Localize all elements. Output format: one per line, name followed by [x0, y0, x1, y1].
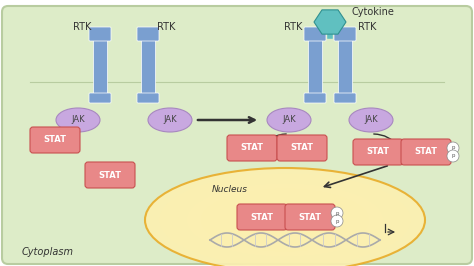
Text: STAT: STAT	[414, 148, 438, 156]
Text: RTK: RTK	[73, 22, 91, 32]
Text: p: p	[451, 146, 455, 151]
FancyBboxPatch shape	[237, 204, 287, 230]
Ellipse shape	[145, 168, 425, 266]
FancyBboxPatch shape	[137, 27, 159, 41]
Ellipse shape	[349, 108, 393, 132]
FancyBboxPatch shape	[304, 93, 326, 103]
Circle shape	[331, 207, 343, 219]
Ellipse shape	[243, 204, 327, 236]
Text: JAK: JAK	[364, 115, 378, 124]
Text: Nucleus: Nucleus	[212, 185, 248, 194]
Text: STAT: STAT	[250, 213, 273, 222]
Text: STAT: STAT	[99, 171, 121, 180]
FancyBboxPatch shape	[89, 93, 111, 103]
Ellipse shape	[56, 108, 100, 132]
Ellipse shape	[267, 108, 311, 132]
Text: Cytoplasm: Cytoplasm	[22, 247, 74, 257]
Ellipse shape	[187, 184, 383, 256]
Ellipse shape	[145, 168, 425, 266]
Bar	[141, 40, 155, 94]
Ellipse shape	[159, 173, 411, 266]
FancyBboxPatch shape	[304, 27, 326, 41]
FancyBboxPatch shape	[2, 6, 472, 264]
FancyBboxPatch shape	[137, 93, 159, 103]
FancyBboxPatch shape	[334, 93, 356, 103]
Text: RTK: RTK	[284, 22, 302, 32]
Text: p: p	[451, 153, 455, 159]
Text: p: p	[335, 210, 339, 215]
FancyBboxPatch shape	[401, 139, 451, 165]
Ellipse shape	[215, 194, 355, 246]
Ellipse shape	[201, 189, 369, 251]
Bar	[338, 40, 352, 94]
Text: STAT: STAT	[366, 148, 390, 156]
Text: STAT: STAT	[291, 143, 313, 152]
Text: Cytokine: Cytokine	[352, 7, 395, 17]
FancyBboxPatch shape	[334, 27, 356, 41]
Text: p: p	[335, 218, 339, 223]
Text: RTK: RTK	[358, 22, 376, 32]
Ellipse shape	[229, 199, 341, 241]
FancyBboxPatch shape	[85, 162, 135, 188]
FancyBboxPatch shape	[227, 135, 277, 161]
FancyBboxPatch shape	[277, 135, 327, 161]
Polygon shape	[314, 10, 346, 34]
Text: JAK: JAK	[71, 115, 85, 124]
Text: STAT: STAT	[240, 143, 264, 152]
Text: STAT: STAT	[44, 135, 66, 144]
Circle shape	[447, 150, 459, 162]
Circle shape	[331, 215, 343, 227]
FancyBboxPatch shape	[89, 27, 111, 41]
Bar	[308, 40, 322, 94]
Ellipse shape	[148, 108, 192, 132]
Ellipse shape	[173, 178, 397, 261]
Text: STAT: STAT	[299, 213, 321, 222]
FancyBboxPatch shape	[285, 204, 335, 230]
FancyBboxPatch shape	[353, 139, 403, 165]
Text: RTK: RTK	[157, 22, 175, 32]
Text: JAK: JAK	[282, 115, 296, 124]
Text: JAK: JAK	[163, 115, 177, 124]
Circle shape	[447, 142, 459, 154]
Bar	[93, 40, 107, 94]
FancyBboxPatch shape	[30, 127, 80, 153]
